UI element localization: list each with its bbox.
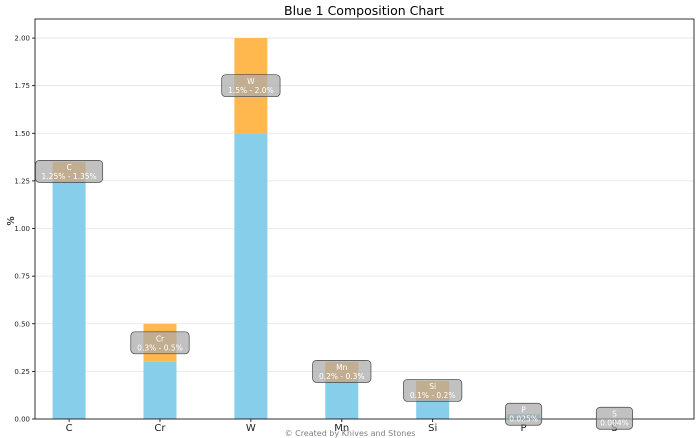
annotation-range-label: 0.004% [600,419,629,428]
annotation-range-label: 0.3% - 0.5% [137,343,183,352]
annotation-box [595,406,634,430]
y-tick-label: 1.75 [14,82,30,90]
annotation-box [221,74,281,98]
y-tick-label: 0.00 [14,416,30,424]
x-tick-label: Si [428,423,437,434]
y-tick-label: 1.00 [14,225,30,233]
bar-min-cr [143,361,177,419]
annotation-mn: Mn0.2% - 0.3% [312,360,372,383]
annotation-element-label: Cr [156,334,165,343]
annotation-box [312,360,372,383]
x-tick-label: W [246,423,256,434]
bar-min-mn [325,380,359,419]
annotation-w: W1.5% - 2.0% [221,74,281,98]
annotation-range-label: 0.2% - 0.3% [319,372,365,381]
annotation-box [505,402,543,426]
annotation-box [403,379,463,402]
y-tick-label: 1.25 [14,177,30,185]
annotation-p: P0.025% [505,402,543,426]
x-tick-label: P [521,423,527,434]
annotations: C1.25% - 1.35% Cr0.3% - 0.5% W1.5% - 2.0% M… [35,74,634,430]
credit-text: © Created by Knives and Stones [285,429,416,438]
y-axis-ticks: 0.00 0.25 0.50 0.75 1.00 1.25 1.50 1.75 2.00 [14,35,35,424]
y-tick-label: 0.25 [14,368,30,376]
y-tick-label: 0.75 [14,273,30,281]
y-axis-label: % [6,216,17,226]
y-tick-label: 0.50 [14,320,30,328]
annotation-cr: Cr0.3% - 0.5% [130,331,190,355]
annotation-element-label: Mn [336,363,347,372]
annotation-element-label: W [247,77,255,86]
annotation-box [130,331,190,355]
bar-min-w [234,133,268,420]
annotation-si: Si0.1% - 0.2% [403,379,463,402]
plot-frame [34,18,695,420]
annotation-element-label: P [521,406,526,415]
annotation-range-label: 0.025% [509,415,538,424]
annotation-s: S0.004% [595,406,634,430]
x-tick-label: Cr [154,423,166,434]
chart-title: Blue 1 Composition Chart [284,3,444,18]
annotation-range-label: 1.25% - 1.35% [42,172,97,181]
annotation-box [35,160,104,183]
annotation-element-label: Si [429,382,436,391]
annotation-element-label: C [66,163,71,172]
y-tick-label: 2.00 [14,35,30,43]
annotation-range-label: 0.1% - 0.2% [410,391,456,400]
bar-min-c [52,180,86,419]
annotation-range-label: 1.5% - 2.0% [228,86,274,95]
x-tick-label: C [66,423,73,434]
annotation-element-label: S [612,410,617,419]
bar-min-si [416,399,450,419]
annotation-c: C1.25% - 1.35% [35,160,104,183]
x-tick-label: Mn [334,423,349,434]
y-tick-label: 1.50 [14,130,30,138]
